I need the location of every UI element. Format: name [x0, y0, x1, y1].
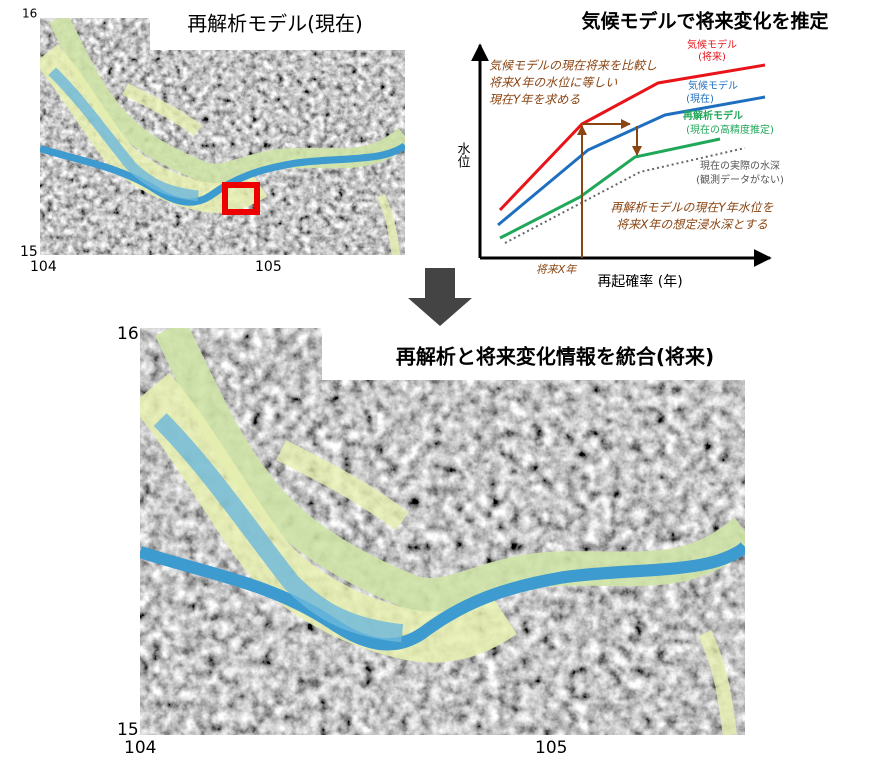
page: 再解析モデル(現在) 16 15 104 105 気候モデルで将来変化を推定 水… — [0, 0, 890, 761]
line-label: 再解析モデル — [683, 109, 743, 122]
line-label: (現在) — [686, 93, 714, 105]
y-tick: 16 — [117, 324, 139, 344]
line-label: (現在の高精度推定) — [686, 123, 774, 136]
line-label: 気候モデル — [688, 79, 738, 92]
note: 将来X年の想定浸水深とする — [616, 218, 768, 232]
y-axis-label: 水位 — [455, 142, 471, 168]
x-tick: 104 — [30, 259, 57, 275]
line-label: 現在の実際の水深 — [700, 159, 780, 172]
x-tick: 105 — [535, 738, 567, 758]
note: 現在Y年を求める — [489, 93, 580, 107]
top-map — [40, 18, 405, 255]
bottom-map-title: 再解析と将来変化情報を統合(将来) — [396, 345, 714, 369]
line-label: (観測データがない) — [696, 173, 784, 186]
bottom-map — [140, 328, 745, 735]
top-map-title: 再解析モデル(現在) — [187, 12, 363, 36]
x-tick: 105 — [255, 259, 282, 275]
schematic-title: 気候モデルで将来変化を推定 — [581, 10, 828, 33]
figure: 再解析モデル(現在) 16 15 104 105 気候モデルで将来変化を推定 水… — [0, 0, 890, 761]
line-labels: 気候モデル (将来) 気候モデル (現在) 再解析モデル (現在の高精度推定) … — [683, 38, 784, 186]
line-label: 気候モデル — [687, 38, 737, 51]
x-tick: 104 — [124, 738, 156, 758]
y-tick: 16 — [22, 7, 37, 21]
note: 気候モデルの現在将来を比較し — [489, 59, 657, 73]
y-tick: 15 — [20, 244, 38, 260]
x-axis-label: 再起確率 (年) — [597, 273, 682, 290]
note: 将来X年の水位に等しい — [489, 76, 617, 90]
down-arrow — [408, 268, 472, 326]
note: 再解析モデルの現在Y年水位を — [610, 201, 773, 215]
line-label: (将来) — [698, 51, 726, 63]
y-tick: 15 — [117, 720, 139, 740]
x-marker: 将来X年 — [536, 263, 578, 276]
